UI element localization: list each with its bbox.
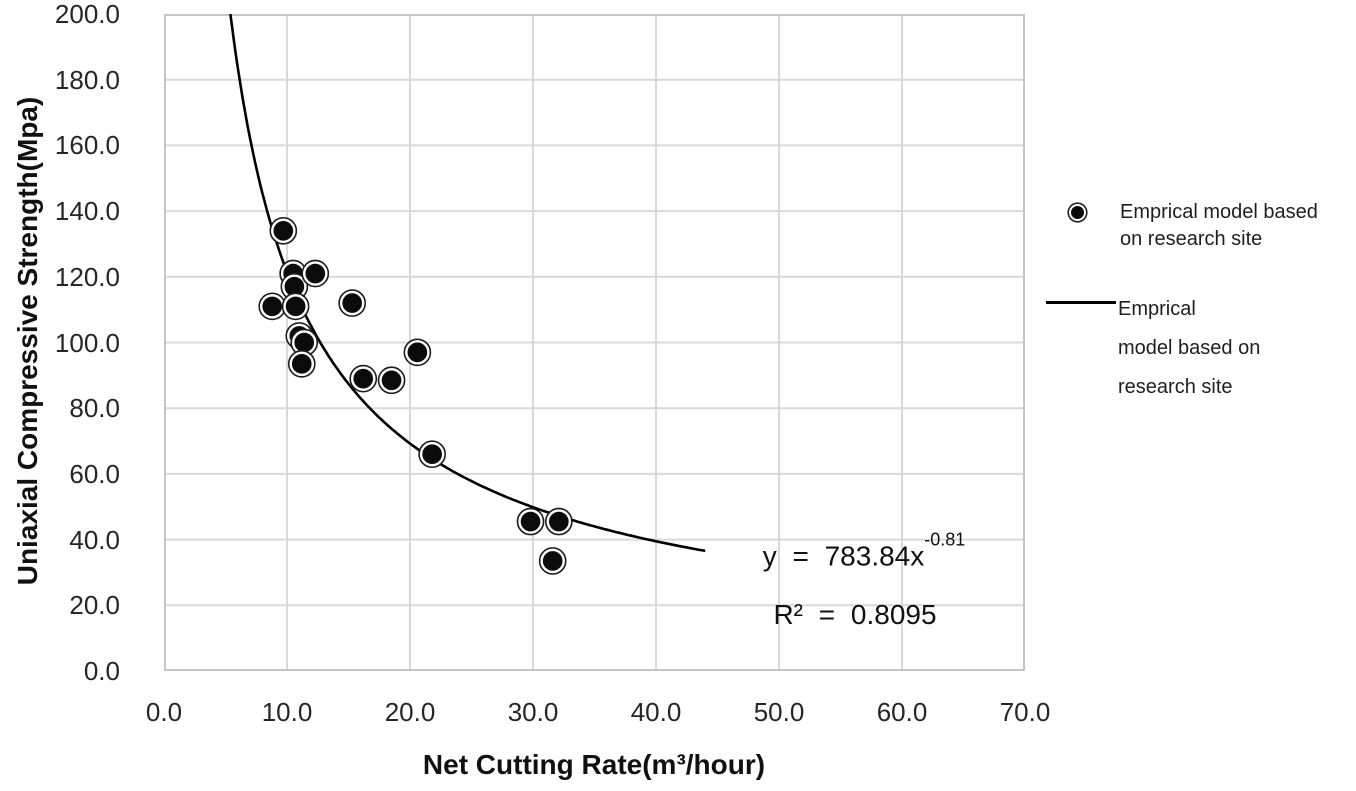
data-point-outer-ring (403, 338, 432, 367)
scatter-marker-icon (1071, 206, 1084, 219)
data-point-core (303, 261, 328, 286)
data-point-core (419, 441, 445, 467)
plot-area (164, 14, 1025, 671)
data-point-outer-ring (269, 216, 298, 245)
data-point (258, 292, 287, 321)
data-point-outer-ring (281, 292, 310, 321)
data-point (281, 292, 310, 321)
data-point-outer-ring (377, 366, 406, 395)
data-point-outer-ring (338, 289, 367, 317)
y-axis-tick-label: 40.0 (69, 524, 120, 555)
data-point-outer-ring (544, 507, 573, 536)
data-point (269, 216, 298, 245)
data-point-core (339, 290, 365, 316)
plot-border (164, 14, 1025, 671)
data-point (403, 338, 432, 367)
data-point-core (546, 509, 572, 534)
data-point (377, 366, 406, 395)
data-point-outer-ring (349, 364, 378, 393)
x-axis-title: Net Cutting Rate(m³/hour) (422, 749, 766, 780)
y-axis-tick-label: 100.0 (54, 327, 120, 358)
trendline-equation: y = 783.84x-0.81 (762, 529, 966, 572)
legend-text-line: Emprical model based (1120, 201, 1318, 223)
x-axis-tick-label: 20.0 (384, 697, 436, 727)
x-axis-tick-label: 50.0 (753, 697, 805, 727)
scatter-points (258, 216, 573, 575)
data-point-core (540, 548, 565, 574)
data-point (287, 350, 316, 378)
legend-text-line: research site (1118, 376, 1233, 398)
data-point (338, 289, 367, 317)
legend-text-line: Emprical (1118, 298, 1196, 320)
data-point-outer-ring (301, 259, 330, 288)
data-point-outer-ring (538, 547, 567, 575)
data-point-core (289, 351, 314, 377)
data-point (301, 259, 330, 288)
data-point-core (271, 218, 296, 244)
data-point-core (283, 294, 308, 319)
y-axis-tick-label: 80.0 (69, 393, 120, 424)
data-point (349, 364, 378, 393)
legend-item-trendline-label: Emprical model based on research site (1118, 290, 1260, 407)
x-axis-tick-label: 60.0 (876, 697, 928, 727)
data-point-core (518, 509, 543, 534)
y-axis-tick-label: 0.0 (83, 656, 120, 686)
data-point-core (260, 294, 285, 319)
data-point-outer-ring (516, 507, 545, 536)
x-axis-tick-label: 70.0 (999, 697, 1051, 727)
x-axis-tick-label: 30.0 (507, 697, 559, 727)
data-point-outer-ring (287, 350, 316, 378)
data-point-core (292, 330, 317, 355)
equation-exponent: -0.81 (924, 529, 966, 550)
data-point-outer-ring (418, 440, 446, 469)
data-point (418, 440, 446, 469)
y-axis-tick-label: 200.0 (54, 0, 120, 29)
y-axis-tick-label: 140.0 (54, 196, 120, 227)
legend-text-line: model based on (1118, 337, 1261, 359)
trendline-path (229, 14, 706, 553)
legend-item-scatter-label: Emprical model based on research site (1120, 199, 1318, 253)
y-axis-tick-label: 160.0 (54, 130, 120, 161)
y-axis-tick-label: 120.0 (54, 261, 120, 292)
equation-base: y = 783.84x (762, 540, 925, 572)
y-axis-tick-label: 180.0 (54, 64, 120, 95)
x-axis-tick-label: 0.0 (145, 697, 183, 727)
data-point (538, 547, 567, 575)
trendline-swatch-icon (1046, 301, 1116, 304)
data-point-core (379, 368, 404, 393)
data-point (544, 507, 573, 536)
x-axis-tick-label: 40.0 (630, 697, 682, 727)
legend-text-line: on research site (1120, 228, 1263, 250)
data-point-core (351, 366, 376, 391)
data-point-core (405, 340, 430, 365)
data-point (516, 507, 545, 536)
r-squared-label: R² = 0.8095 (773, 599, 937, 630)
x-axis-tick-label: 10.0 (261, 697, 313, 727)
y-axis-tick-label: 20.0 (69, 590, 120, 621)
y-axis-tick-label: 60.0 (69, 458, 120, 489)
